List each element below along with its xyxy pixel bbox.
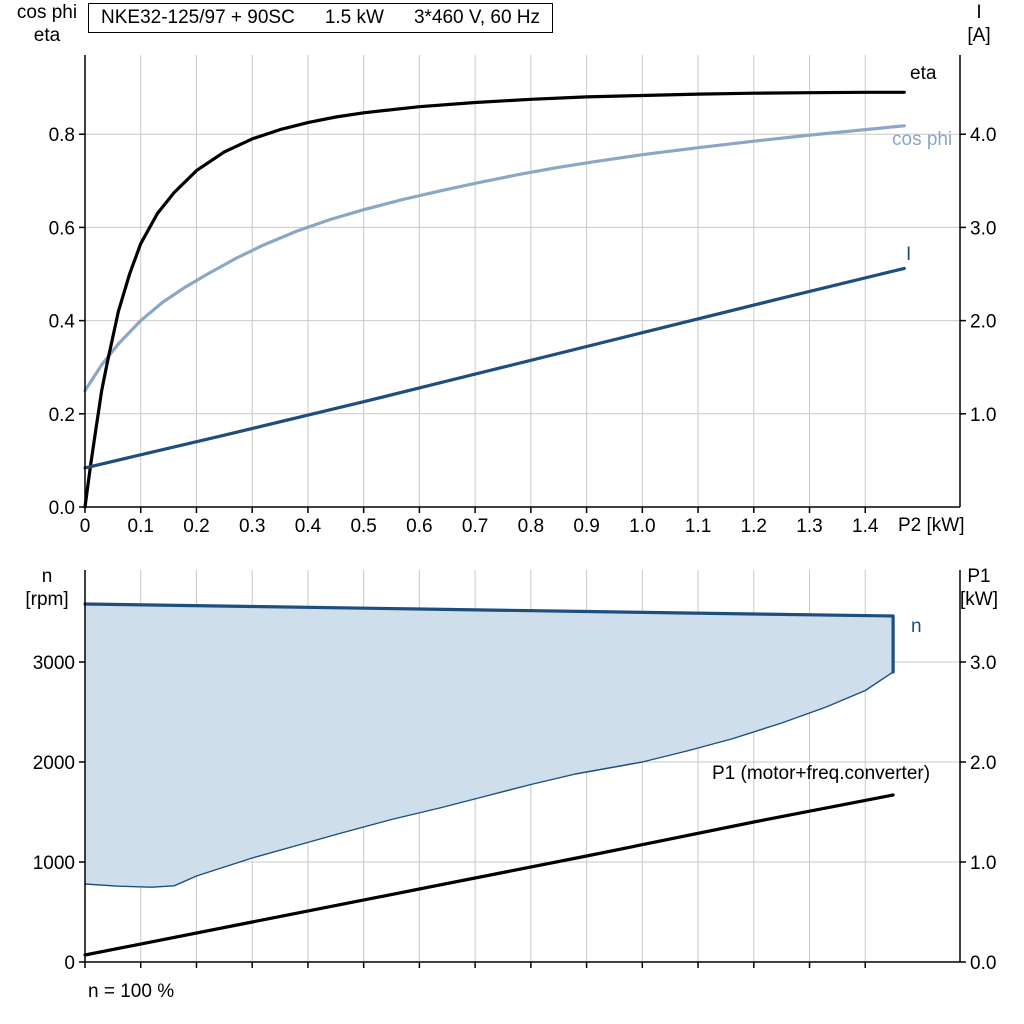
- y-left-tick-label: 0.0: [49, 498, 75, 519]
- y-left-tick-label: 2000: [33, 753, 75, 774]
- y-left-tick-label: 0.6: [49, 218, 75, 239]
- cos-phi-curve-label: cos phi: [892, 129, 953, 150]
- eta-curve-label: eta: [910, 63, 937, 84]
- x-tick-label: 0.9: [573, 516, 599, 537]
- title-pump-model: NKE32-125/97 + 90SC: [101, 7, 295, 28]
- y-right-tick-label: 0.0: [970, 953, 996, 974]
- x-tick-label: 0.1: [128, 516, 154, 537]
- x-tick-label: 0.6: [406, 516, 432, 537]
- x-tick-label: 1.3: [796, 516, 822, 537]
- x-tick-label: 1.1: [685, 516, 711, 537]
- x-tick-label: 0.5: [350, 516, 376, 537]
- y-right-tick-label: 3.0: [970, 218, 996, 239]
- x-tick-label: 0.7: [462, 516, 488, 537]
- input-power-curve-label: P1 (motor+freq.converter): [712, 763, 931, 784]
- current-curve: [83, 266, 906, 470]
- y-right-tick-label: 1.0: [970, 405, 996, 426]
- speed-range-lower-boundary-curve: [84, 671, 894, 888]
- x-tick-label: 0.8: [518, 516, 544, 537]
- y-right-tick-label: 2.0: [970, 753, 996, 774]
- y-right-tick-label: 3.0: [970, 653, 996, 674]
- y-right-tick-label: 1.0: [970, 853, 996, 874]
- speed-percentage-note: n = 100 %: [88, 981, 175, 1002]
- speed-range-area-area: [85, 604, 894, 888]
- bottom-y-right-axis-label-line2: [kW]: [960, 589, 998, 610]
- top-y-left-axis-label-line2: eta: [33, 25, 61, 46]
- top-y-right-axis-label-line2: [A]: [967, 25, 991, 46]
- y-left-tick-label: 0.8: [49, 125, 75, 146]
- x-tick-label: 0.2: [183, 516, 209, 537]
- bottom-y-left-axis-label-line1: n: [41, 566, 53, 587]
- x-tick-label: 1.0: [629, 516, 655, 537]
- x-tick-label: 1.2: [741, 516, 767, 537]
- input-power-curve: [83, 793, 895, 957]
- y-left-tick-label: 0.2: [49, 405, 75, 426]
- y-left-tick-label: 0: [64, 953, 75, 974]
- x-tick-label: 0: [80, 516, 91, 537]
- y-right-tick-label: 4.0: [970, 125, 996, 146]
- x-tick-label: 0.4: [295, 516, 322, 537]
- top-y-left-axis-label-line1: cos phi: [16, 2, 78, 23]
- x-tick-label: 1.4: [852, 516, 879, 537]
- speed-curve-label: n: [911, 616, 922, 637]
- y-left-tick-label: 0.4: [49, 312, 76, 333]
- top-y-right-axis-label-line1: I: [976, 2, 982, 23]
- bottom-y-left-axis-label-line2: [rpm]: [25, 589, 69, 610]
- title-rated-power: 1.5 kW: [324, 7, 384, 28]
- speed-curve: [83, 602, 895, 674]
- title-supply: 3*460 V, 60 Hz: [413, 7, 541, 28]
- bottom-y-right-axis-label-line1: P1: [967, 566, 991, 587]
- y-left-tick-label: 3000: [33, 653, 75, 674]
- chart-title-box: NKE32-125/97 + 90SC 1.5 kW 3*460 V, 60 H…: [88, 3, 554, 33]
- x-tick-label: 0.3: [239, 516, 265, 537]
- top-x-axis-label: P2 [kW]: [898, 515, 965, 536]
- eta-curve: [83, 90, 906, 509]
- cos-phi-curve: [83, 124, 906, 393]
- y-right-tick-label: 2.0: [970, 312, 996, 333]
- current-curve-label: I: [906, 244, 912, 265]
- y-left-tick-label: 1000: [33, 853, 75, 874]
